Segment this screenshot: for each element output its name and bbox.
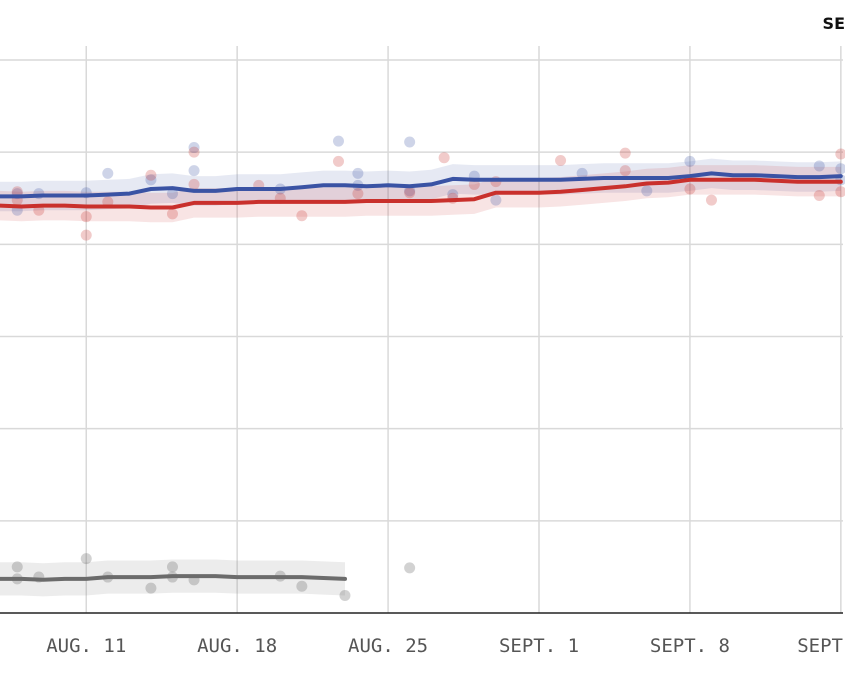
blue-poll-point [684, 155, 696, 167]
red-poll-point [835, 148, 845, 160]
grid-lines [0, 46, 843, 613]
blue-poll-point [188, 142, 200, 154]
red-poll-point [352, 188, 364, 200]
blue-poll-point [332, 135, 344, 147]
red-poll-point [813, 189, 825, 201]
gray-poll-point [166, 561, 178, 573]
red-poll-point [332, 155, 344, 167]
gray-poll-point [11, 561, 23, 573]
blue-poll-point [102, 167, 114, 179]
x-tick-label: SEPT [797, 635, 843, 657]
x-tick-label: AUG. 25 [348, 635, 428, 657]
red-poll-point [705, 194, 717, 206]
confidence-bands [0, 158, 841, 597]
blue-poll-point [835, 163, 845, 175]
blue-poll-point [404, 136, 416, 148]
blue-poll-point [188, 165, 200, 177]
red-poll-point [619, 147, 631, 159]
gray-poll-point [404, 562, 416, 574]
x-tick-label: AUG. 11 [46, 635, 126, 657]
red-poll-point [145, 169, 157, 181]
gray-poll-point [339, 589, 351, 601]
blue-poll-point [576, 167, 588, 179]
blue-poll-point [145, 174, 157, 186]
blue-poll-point [352, 167, 364, 179]
gray-trend-line [0, 574, 347, 582]
trend-lines [0, 171, 843, 582]
red-poll-point [296, 210, 308, 222]
blue-poll-point [813, 160, 825, 172]
corner-label: SE [822, 14, 845, 33]
gray-poll-point [145, 582, 157, 594]
red-poll-point [188, 146, 200, 158]
blue-poll-point [166, 188, 178, 200]
gray-poll-point [296, 580, 308, 592]
red-poll-point [188, 178, 200, 190]
blue-trend-line [0, 171, 843, 199]
x-tick-label: SEPT. 1 [499, 635, 579, 657]
x-tick-label: SEPT. 8 [650, 635, 730, 657]
red-poll-point [619, 165, 631, 177]
blue-poll-point [447, 189, 459, 201]
blue-poll-point [641, 185, 653, 197]
red-poll-point [80, 211, 92, 223]
blue-poll-point [490, 194, 502, 206]
red-poll-point [166, 208, 178, 220]
red-poll-point [555, 154, 567, 166]
red-poll-point [684, 183, 696, 195]
red-trend-line [0, 177, 843, 210]
red-poll-point [80, 229, 92, 241]
gray-poll-point [80, 553, 92, 565]
x-tick-labels: AUG. 11 AUG. 18 AUG. 25 SEPT. 1 SEPT. 8 SEPT [46, 635, 843, 657]
red-poll-point [404, 187, 416, 199]
x-tick-label: AUG. 18 [197, 635, 277, 657]
red-poll-point [438, 152, 450, 164]
red-poll-point [835, 186, 845, 198]
